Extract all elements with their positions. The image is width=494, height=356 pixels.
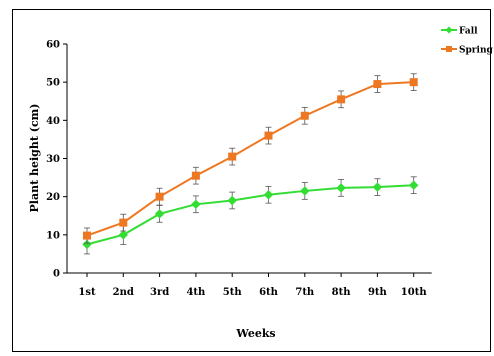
x-tick-label: 3rd: [150, 287, 169, 298]
legend-label-spring: Spring: [459, 46, 493, 56]
y-tick-label: 50: [46, 78, 60, 89]
y-tick-label: 20: [46, 192, 60, 203]
data-point: [264, 131, 273, 140]
data-point: [300, 186, 310, 196]
data-point: [155, 192, 164, 201]
x-tick-label: 7th: [295, 287, 315, 298]
y-tick-label: 60: [46, 40, 60, 51]
x-tick-label: 1st: [78, 287, 96, 298]
data-point: [408, 180, 419, 190]
legend: Fall Spring: [441, 26, 493, 56]
data-point: [373, 80, 382, 89]
legend-marker-fall: [445, 26, 453, 34]
legend-label-fall: Fall: [459, 27, 478, 37]
y-tick-label: 10: [46, 230, 60, 241]
data-point: [118, 230, 129, 240]
y-axis-title: Plant height (cm): [28, 103, 41, 212]
x-tick-label: 8th: [332, 287, 352, 298]
x-tick-label: 4th: [186, 287, 206, 298]
data-point: [263, 190, 274, 200]
series-fall: [82, 176, 419, 255]
x-tick-label: 5th: [223, 287, 243, 298]
x-tick-label: 9th: [368, 287, 388, 298]
x-tick-label: 2nd: [113, 287, 134, 298]
y-tick-label: 30: [46, 154, 60, 165]
data-point: [119, 218, 128, 227]
x-tick-label: 6th: [259, 287, 279, 298]
y-tick-label: 0: [53, 269, 60, 280]
x-axis-title: Weeks: [235, 327, 275, 340]
x-tick-label: 10th: [401, 287, 428, 298]
data-point: [228, 152, 237, 161]
chart-border: [12, 9, 491, 352]
series-line-spring: [86, 81, 414, 237]
series-spring: [83, 73, 418, 244]
y-tick-label: 40: [46, 116, 60, 127]
data-point: [337, 95, 346, 104]
data-point: [372, 182, 383, 192]
axes: 0 10 20 30 40 50 60 1st 2nd 3rd 4th 5th 6th 7th 8th 9th…: [46, 40, 432, 298]
series-layer: [82, 73, 419, 255]
legend-marker-spring: [446, 46, 452, 52]
data-point: [191, 171, 200, 180]
data-point: [83, 231, 91, 240]
data-point: [409, 78, 418, 87]
data-point: [227, 195, 237, 206]
series-line-fall: [86, 184, 414, 246]
data-point: [191, 199, 201, 210]
data-point: [300, 111, 309, 120]
data-point: [154, 209, 165, 219]
data-point: [336, 183, 346, 193]
